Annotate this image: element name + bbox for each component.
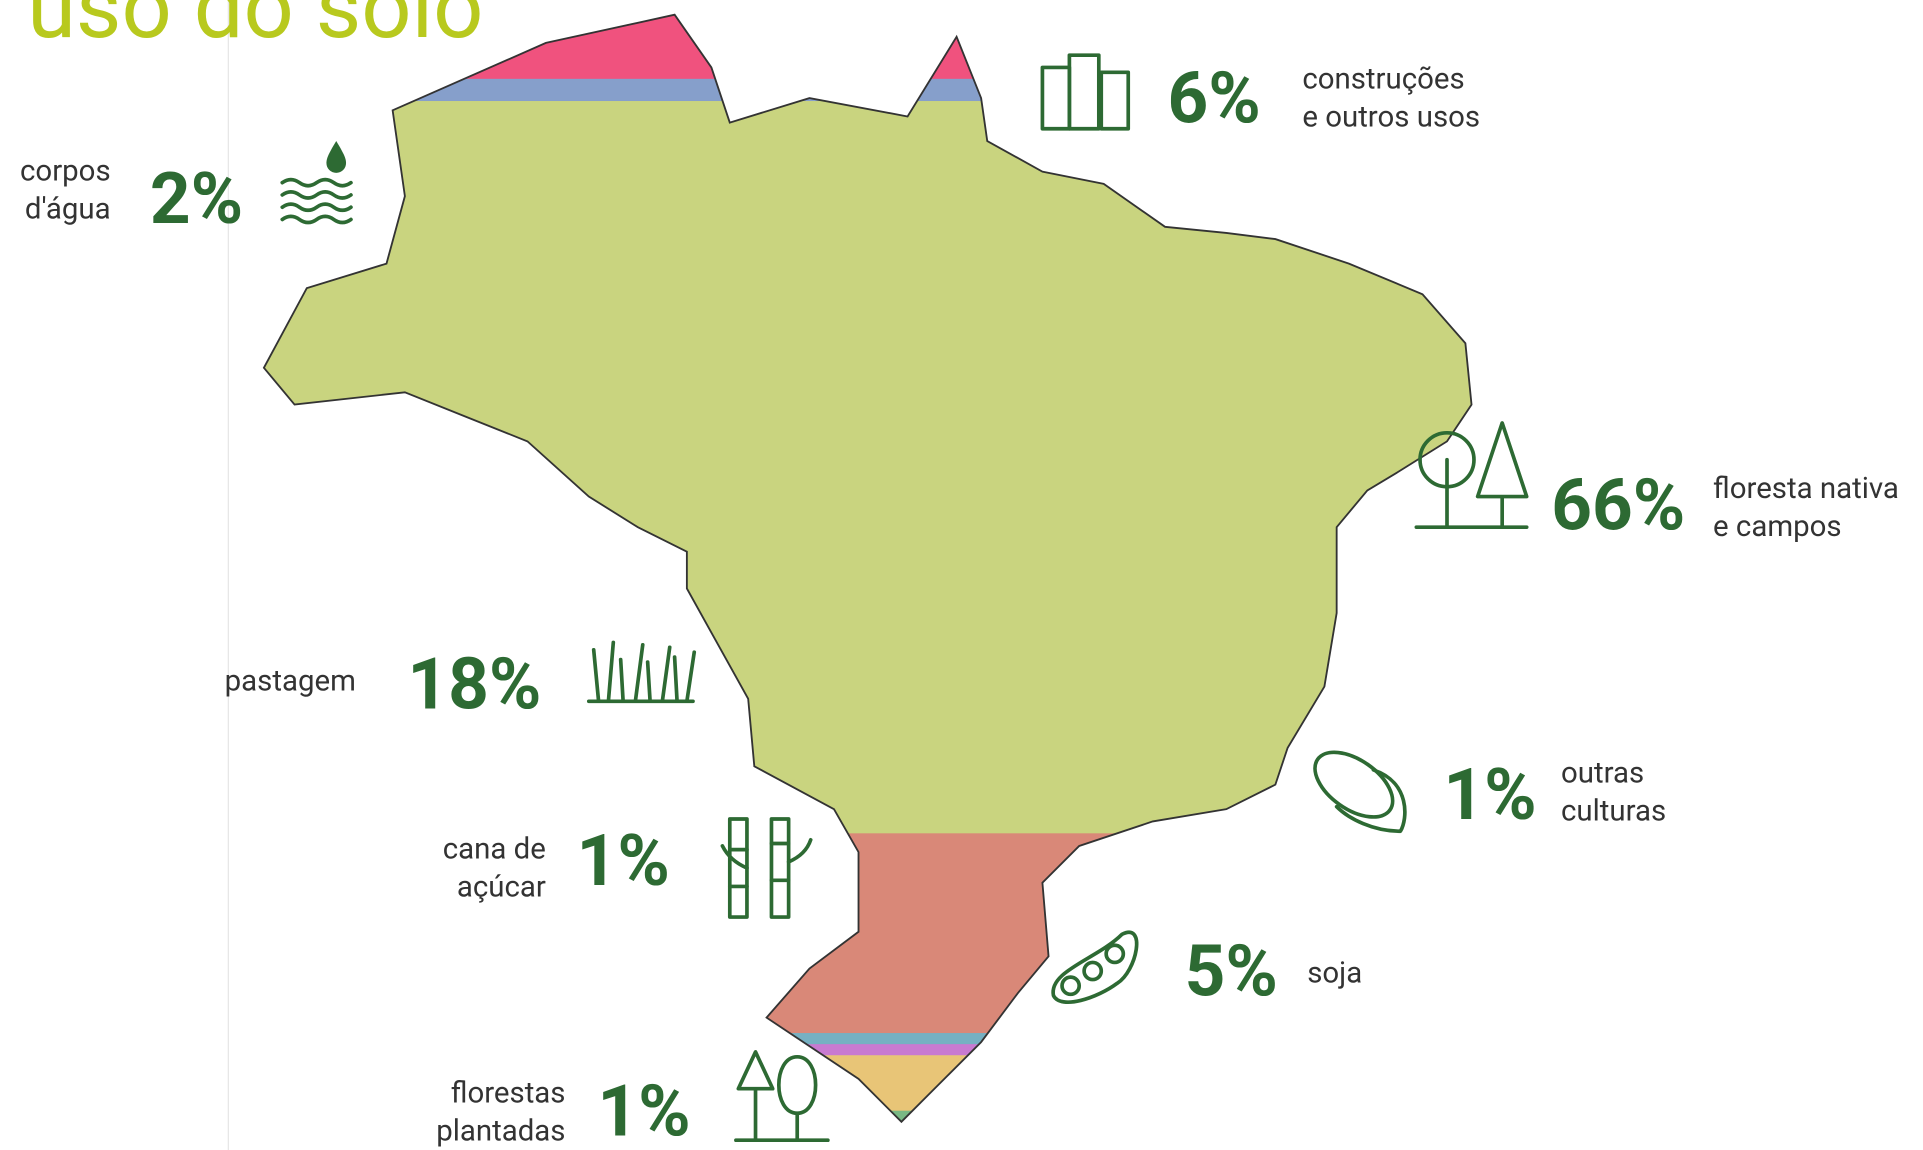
category-label: cana de <box>443 833 546 867</box>
category-label: e campos <box>1713 510 1842 544</box>
icon-part <box>280 177 353 188</box>
icon <box>720 817 813 919</box>
icon-part <box>720 837 813 889</box>
title: uso do solo <box>27 0 483 59</box>
icon-part <box>1051 930 1139 1004</box>
value-label: 18% <box>407 644 541 727</box>
icon-part <box>734 1050 830 1143</box>
category-label: construções <box>1302 63 1464 97</box>
value-label: 5% <box>1185 931 1278 1014</box>
icon-part <box>280 190 353 200</box>
land-use-band <box>263 833 1472 1034</box>
value-label: 1% <box>597 1070 690 1150</box>
category-label: açúcar <box>457 871 546 905</box>
icon <box>1040 53 1131 131</box>
value-label: 1% <box>577 820 670 903</box>
land-use-band <box>263 1055 1472 1112</box>
icon-part <box>280 202 353 213</box>
icon-part <box>1040 65 1072 131</box>
category-label: culturas <box>1561 795 1666 829</box>
category-label: florestas <box>451 1077 566 1111</box>
category-label: d'água <box>25 193 111 227</box>
icon-part <box>769 817 791 919</box>
category-label: e outros usos <box>1302 101 1480 135</box>
category-label: floresta nativa <box>1713 472 1899 506</box>
map-outline <box>262 13 1473 1124</box>
icon-part <box>586 640 697 704</box>
category-label: pastagem <box>225 665 356 699</box>
icon-part <box>1067 53 1101 131</box>
icon <box>280 140 353 225</box>
category-label: outras <box>1561 757 1644 791</box>
icon <box>734 1050 830 1143</box>
value-label: 1% <box>1443 754 1536 837</box>
icon-part <box>1099 70 1131 131</box>
category-label: plantadas <box>436 1115 565 1149</box>
land-use-band <box>263 1110 1472 1122</box>
icon-part <box>280 214 353 225</box>
value-label: 66% <box>1551 465 1685 548</box>
value-label: 6% <box>1167 58 1260 141</box>
category-label: corpos <box>20 155 111 189</box>
icon-part <box>1313 750 1395 819</box>
icon <box>1051 930 1139 1004</box>
icon-part <box>1082 960 1104 982</box>
icon-part <box>1060 975 1082 997</box>
icon <box>1414 421 1529 530</box>
icon <box>1313 750 1407 834</box>
icon-part <box>1414 421 1529 530</box>
icon-part <box>1104 943 1126 965</box>
icon <box>586 640 697 704</box>
land-use-band <box>263 1044 1472 1056</box>
icon-part <box>1334 768 1407 834</box>
land-use-band <box>263 1033 1472 1045</box>
icon-part <box>326 140 347 173</box>
category-label: soja <box>1307 956 1362 990</box>
value-label: 2% <box>150 158 243 241</box>
